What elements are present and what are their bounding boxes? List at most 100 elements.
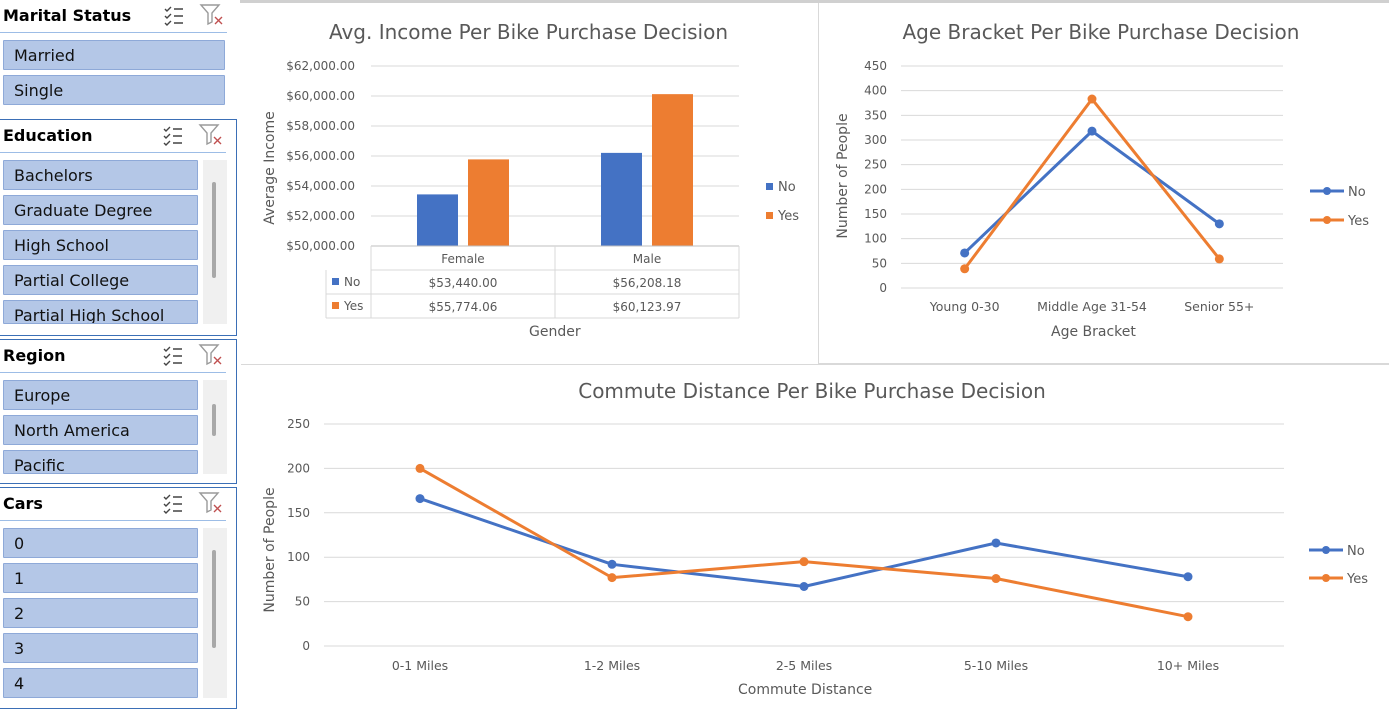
scrollbar[interactable] xyxy=(203,380,227,474)
chart-title: Commute Distance Per Bike Purchase Decis… xyxy=(578,379,1046,403)
chart-commute-distance[interactable]: Commute Distance Per Bike Purchase Decis… xyxy=(241,364,1389,719)
multi-select-icon[interactable] xyxy=(162,345,184,371)
slicer-title: Marital Status xyxy=(3,6,132,25)
slicer-item-partial-college[interactable]: Partial College xyxy=(3,265,198,295)
x-axis-label: Gender xyxy=(529,324,581,340)
slicer-header: Marital Status xyxy=(0,0,227,33)
data-label: $55,774.06 xyxy=(429,300,498,314)
y-tick-label: $54,000.00 xyxy=(286,179,355,193)
table-row-label: Yes xyxy=(343,299,363,313)
data-point-yes xyxy=(991,574,1001,584)
data-point-no xyxy=(607,559,617,569)
scrollbar-thumb[interactable] xyxy=(212,182,216,278)
clear-filter-icon[interactable] xyxy=(199,3,225,31)
y-tick-label: 300 xyxy=(864,133,887,147)
x-tick-label: 5-10 Miles xyxy=(964,658,1028,673)
chart-title: Age Bracket Per Bike Purchase Decision xyxy=(902,20,1300,44)
slicer-item-cars-0[interactable]: 0 xyxy=(3,528,198,558)
scrollbar[interactable] xyxy=(203,528,227,698)
legend-key xyxy=(766,183,773,190)
slicer-item-cars-1[interactable]: 1 xyxy=(3,563,198,593)
slicer-education: Education Bachelors Graduate Degree High… xyxy=(0,119,237,336)
legend-key-marker xyxy=(1323,187,1331,195)
slicer-item-graduate-degree[interactable]: Graduate Degree xyxy=(3,195,198,225)
y-tick-label: 0 xyxy=(879,281,887,295)
slicer-item-pacific[interactable]: Pacific xyxy=(3,450,198,474)
legend-entry: Yes xyxy=(777,209,799,224)
y-tick-label: 0 xyxy=(302,639,310,653)
x-tick-label: Middle Age 31-54 xyxy=(1037,299,1147,314)
y-tick-label: 400 xyxy=(864,84,887,98)
y-tick-label: $60,000.00 xyxy=(286,89,355,103)
data-point-no xyxy=(1214,219,1224,229)
legend-entry: No xyxy=(1348,185,1366,200)
legend-key xyxy=(766,212,773,219)
y-tick-label: 50 xyxy=(295,595,310,609)
slicer-item-bachelors[interactable]: Bachelors xyxy=(3,160,198,190)
data-point-yes xyxy=(607,573,617,583)
clear-filter-icon[interactable] xyxy=(198,123,224,151)
x-tick-label: 1-2 Miles xyxy=(584,658,640,673)
category-label: Female xyxy=(441,252,484,266)
multi-select-icon[interactable] xyxy=(162,493,184,519)
data-point-no xyxy=(960,248,970,258)
chart-plot: 0 50 100 150 200 250 300 350 400 450 Young 0-30 Mid… xyxy=(864,59,1369,314)
y-tick-label: 250 xyxy=(864,158,887,172)
slicer-item-europe[interactable]: Europe xyxy=(3,380,198,410)
x-axis-label: Age Bracket xyxy=(1051,324,1136,340)
series-line-yes xyxy=(963,97,1221,270)
slicer-item-north-america[interactable]: North America xyxy=(3,415,198,445)
chart-income[interactable]: Avg. Income Per Bike Purchase Decision A… xyxy=(241,3,816,360)
chart-age-bracket[interactable]: Age Bracket Per Bike Purchase Decision N… xyxy=(818,3,1389,364)
y-tick-label: $56,000.00 xyxy=(286,149,355,163)
y-tick-label: $58,000.00 xyxy=(286,119,355,133)
data-point-yes xyxy=(1214,254,1224,264)
clear-filter-icon[interactable] xyxy=(198,343,224,371)
bar-yes xyxy=(468,159,509,246)
slicer-item-cars-4[interactable]: 4 xyxy=(3,668,198,698)
slicer-item-cars-3[interactable]: 3 xyxy=(3,633,198,663)
data-point-no xyxy=(1183,572,1193,582)
data-label: $53,440.00 xyxy=(429,276,498,290)
slicer-cars: Cars 0 1 2 3 4 xyxy=(0,487,237,709)
data-label: $56,208.18 xyxy=(613,276,682,290)
y-tick-label: 150 xyxy=(287,506,310,520)
slicer-item-high-school[interactable]: High School xyxy=(3,230,198,260)
legend-key-marker xyxy=(1322,574,1330,582)
series-line-no xyxy=(963,129,1221,255)
slicer-item-partial-high-school[interactable]: Partial High School xyxy=(3,300,198,324)
x-tick-label: Young 0-30 xyxy=(929,299,1000,314)
clear-filter-icon[interactable] xyxy=(198,491,224,519)
slicer-item-cars-2[interactable]: 2 xyxy=(3,598,198,628)
y-tick-label: 50 xyxy=(872,256,887,270)
slicer-title: Education xyxy=(3,126,93,145)
scrollbar-thumb[interactable] xyxy=(212,550,216,648)
x-tick-label: 2-5 Miles xyxy=(776,658,832,673)
table-row-label: No xyxy=(344,275,360,289)
series-line-no xyxy=(419,497,1189,589)
y-tick-label: 150 xyxy=(864,207,887,221)
x-tick-label: Senior 55+ xyxy=(1184,299,1254,314)
data-point-yes xyxy=(799,557,809,567)
y-tick-label: $52,000.00 xyxy=(286,209,355,223)
multi-select-icon[interactable] xyxy=(163,5,185,31)
chart-title: Avg. Income Per Bike Purchase Decision xyxy=(328,20,729,44)
legend-key xyxy=(332,302,339,309)
data-point-no xyxy=(1087,126,1097,136)
y-tick-label: 250 xyxy=(287,417,310,431)
slicer-region: Region Europe North America Pacific xyxy=(0,339,237,484)
x-axis-label: Commute Distance xyxy=(738,682,873,698)
y-tick-label: 100 xyxy=(864,232,887,246)
scrollbar[interactable] xyxy=(203,160,227,324)
bar-no xyxy=(601,152,642,246)
slicer-header: Education xyxy=(0,120,226,153)
legend-entry: Yes xyxy=(1346,572,1368,587)
y-tick-label: 200 xyxy=(287,461,310,475)
data-label: $60,123.97 xyxy=(613,300,682,314)
y-tick-label: $62,000.00 xyxy=(286,59,355,73)
slicer-item-married[interactable]: Married xyxy=(3,40,225,70)
slicer-item-single[interactable]: Single xyxy=(3,75,225,105)
scrollbar-thumb[interactable] xyxy=(212,404,216,436)
multi-select-icon[interactable] xyxy=(162,125,184,151)
legend-key-marker xyxy=(1323,216,1331,224)
